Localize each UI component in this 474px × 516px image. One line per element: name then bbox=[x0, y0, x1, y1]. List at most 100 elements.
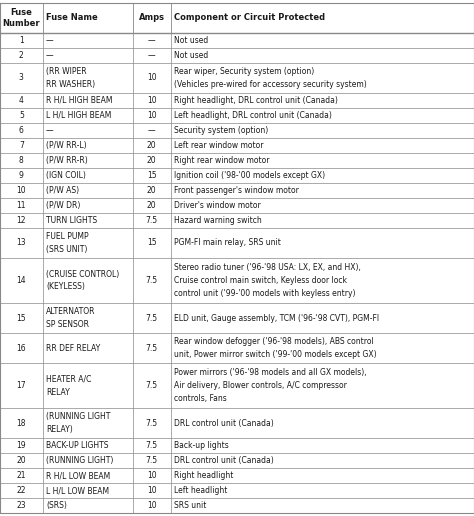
Text: (RUNNING LIGHT): (RUNNING LIGHT) bbox=[46, 456, 113, 465]
Text: 10: 10 bbox=[147, 487, 156, 495]
Text: ALTERNATOR: ALTERNATOR bbox=[46, 307, 95, 316]
Text: 7.5: 7.5 bbox=[146, 441, 158, 450]
Text: 5: 5 bbox=[19, 111, 24, 120]
Text: 10: 10 bbox=[147, 502, 156, 510]
Text: Rear wiper, Security system (option): Rear wiper, Security system (option) bbox=[174, 67, 314, 76]
Text: (P/W DR): (P/W DR) bbox=[46, 201, 81, 210]
Text: (P/W RR-R): (P/W RR-R) bbox=[46, 156, 88, 165]
Text: 21: 21 bbox=[17, 471, 26, 480]
Text: —: — bbox=[148, 36, 155, 45]
Text: RELAY: RELAY bbox=[46, 388, 70, 397]
Text: 14: 14 bbox=[17, 276, 26, 285]
Text: TURN LIGHTS: TURN LIGHTS bbox=[46, 216, 97, 225]
Text: 7.5: 7.5 bbox=[146, 381, 158, 390]
Text: 8: 8 bbox=[19, 156, 24, 165]
Text: DRL control unit (Canada): DRL control unit (Canada) bbox=[174, 419, 273, 428]
Text: 10: 10 bbox=[147, 96, 156, 105]
Text: (P/W AS): (P/W AS) bbox=[46, 186, 79, 195]
Text: 7.5: 7.5 bbox=[146, 314, 158, 322]
Text: PGM-FI main relay, SRS unit: PGM-FI main relay, SRS unit bbox=[174, 238, 281, 248]
Text: 16: 16 bbox=[17, 344, 26, 352]
Text: 12: 12 bbox=[17, 216, 26, 225]
Text: —: — bbox=[46, 51, 54, 60]
Text: Fuse
Number: Fuse Number bbox=[2, 8, 40, 28]
Text: 20: 20 bbox=[147, 201, 156, 210]
Text: controls, Fans: controls, Fans bbox=[174, 394, 227, 403]
Text: 7.5: 7.5 bbox=[146, 276, 158, 285]
Text: (SRS): (SRS) bbox=[46, 502, 67, 510]
Text: SRS unit: SRS unit bbox=[174, 502, 206, 510]
Text: HEATER A/C: HEATER A/C bbox=[46, 375, 91, 384]
Text: (IGN COIL): (IGN COIL) bbox=[46, 171, 86, 180]
Text: Power mirrors ('96-'98 models and all GX models),: Power mirrors ('96-'98 models and all GX… bbox=[174, 368, 366, 377]
Text: Not used: Not used bbox=[174, 36, 208, 45]
Text: (CRUISE CONTROL): (CRUISE CONTROL) bbox=[46, 270, 119, 279]
Text: Ignition coil ('98-'00 models except GX): Ignition coil ('98-'00 models except GX) bbox=[174, 171, 325, 180]
Text: Left rear window motor: Left rear window motor bbox=[174, 141, 264, 150]
Text: 7.5: 7.5 bbox=[146, 344, 158, 352]
Text: 22: 22 bbox=[17, 487, 26, 495]
Text: ELD unit, Gauge assembly, TCM ('96-'98 CVT), PGM-FI: ELD unit, Gauge assembly, TCM ('96-'98 C… bbox=[174, 314, 379, 322]
Text: (KEYLESS): (KEYLESS) bbox=[46, 282, 85, 292]
Text: Right headlight: Right headlight bbox=[174, 471, 233, 480]
Text: 15: 15 bbox=[147, 238, 156, 248]
Text: 19: 19 bbox=[17, 441, 26, 450]
Text: 6: 6 bbox=[19, 126, 24, 135]
Text: 13: 13 bbox=[17, 238, 26, 248]
Text: Left headlight: Left headlight bbox=[174, 487, 228, 495]
Text: SP SENSOR: SP SENSOR bbox=[46, 320, 89, 329]
Text: 1: 1 bbox=[19, 36, 24, 45]
Text: 7.5: 7.5 bbox=[146, 216, 158, 225]
Text: 7.5: 7.5 bbox=[146, 419, 158, 428]
Text: 15: 15 bbox=[17, 314, 26, 322]
Text: 23: 23 bbox=[17, 502, 26, 510]
Text: 11: 11 bbox=[17, 201, 26, 210]
Text: Stereo radio tuner ('96-'98 USA: LX, EX, and HX),: Stereo radio tuner ('96-'98 USA: LX, EX,… bbox=[174, 263, 361, 272]
Text: 20: 20 bbox=[147, 186, 156, 195]
Text: FUEL PUMP: FUEL PUMP bbox=[46, 232, 89, 241]
Text: Driver's window motor: Driver's window motor bbox=[174, 201, 261, 210]
Text: L H/L HIGH BEAM: L H/L HIGH BEAM bbox=[46, 111, 111, 120]
Text: (P/W RR-L): (P/W RR-L) bbox=[46, 141, 87, 150]
Text: —: — bbox=[46, 126, 54, 135]
Text: —: — bbox=[148, 51, 155, 60]
Text: (RR WIPER: (RR WIPER bbox=[46, 67, 87, 76]
Text: Cruise control main switch, Keyless door lock: Cruise control main switch, Keyless door… bbox=[174, 276, 347, 285]
Text: 3: 3 bbox=[19, 73, 24, 82]
Text: 10: 10 bbox=[147, 73, 156, 82]
Text: (Vehicles pre-wired for accessory security system): (Vehicles pre-wired for accessory securi… bbox=[174, 79, 367, 89]
Text: Right headlight, DRL control unit (Canada): Right headlight, DRL control unit (Canad… bbox=[174, 96, 338, 105]
Text: control unit ('99-'00 models with keyless entry): control unit ('99-'00 models with keyles… bbox=[174, 289, 356, 298]
Text: Security system (option): Security system (option) bbox=[174, 126, 268, 135]
Text: Front passenger's window motor: Front passenger's window motor bbox=[174, 186, 299, 195]
Text: 4: 4 bbox=[19, 96, 24, 105]
Text: 17: 17 bbox=[17, 381, 26, 390]
Text: 20: 20 bbox=[147, 156, 156, 165]
Text: Rear window defogger ('96-'98 models), ABS control: Rear window defogger ('96-'98 models), A… bbox=[174, 337, 374, 346]
Text: Amps: Amps bbox=[139, 13, 164, 22]
Text: Left headlight, DRL control unit (Canada): Left headlight, DRL control unit (Canada… bbox=[174, 111, 332, 120]
Text: (RUNNING LIGHT: (RUNNING LIGHT bbox=[46, 412, 110, 422]
Text: 9: 9 bbox=[19, 171, 24, 180]
Text: RR DEF RELAY: RR DEF RELAY bbox=[46, 344, 100, 352]
Text: 15: 15 bbox=[147, 171, 156, 180]
Text: Not used: Not used bbox=[174, 51, 208, 60]
Text: Back-up lights: Back-up lights bbox=[174, 441, 229, 450]
Text: 10: 10 bbox=[147, 471, 156, 480]
Text: 7.5: 7.5 bbox=[146, 456, 158, 465]
Text: BACK-UP LIGHTS: BACK-UP LIGHTS bbox=[46, 441, 109, 450]
Text: —: — bbox=[148, 126, 155, 135]
Text: 20: 20 bbox=[147, 141, 156, 150]
Text: Air delivery, Blower controls, A/C compressor: Air delivery, Blower controls, A/C compr… bbox=[174, 381, 347, 390]
Text: L H/L LOW BEAM: L H/L LOW BEAM bbox=[46, 487, 109, 495]
Text: 7: 7 bbox=[19, 141, 24, 150]
Text: Fuse Name: Fuse Name bbox=[46, 13, 98, 22]
Text: 10: 10 bbox=[147, 111, 156, 120]
Text: 20: 20 bbox=[17, 456, 26, 465]
Text: 10: 10 bbox=[17, 186, 26, 195]
Text: RR WASHER): RR WASHER) bbox=[46, 79, 95, 89]
Text: unit, Power mirror switch ('99-'00 models except GX): unit, Power mirror switch ('99-'00 model… bbox=[174, 350, 376, 359]
Text: DRL control unit (Canada): DRL control unit (Canada) bbox=[174, 456, 273, 465]
Text: (SRS UNIT): (SRS UNIT) bbox=[46, 245, 87, 254]
Text: RELAY): RELAY) bbox=[46, 425, 73, 434]
